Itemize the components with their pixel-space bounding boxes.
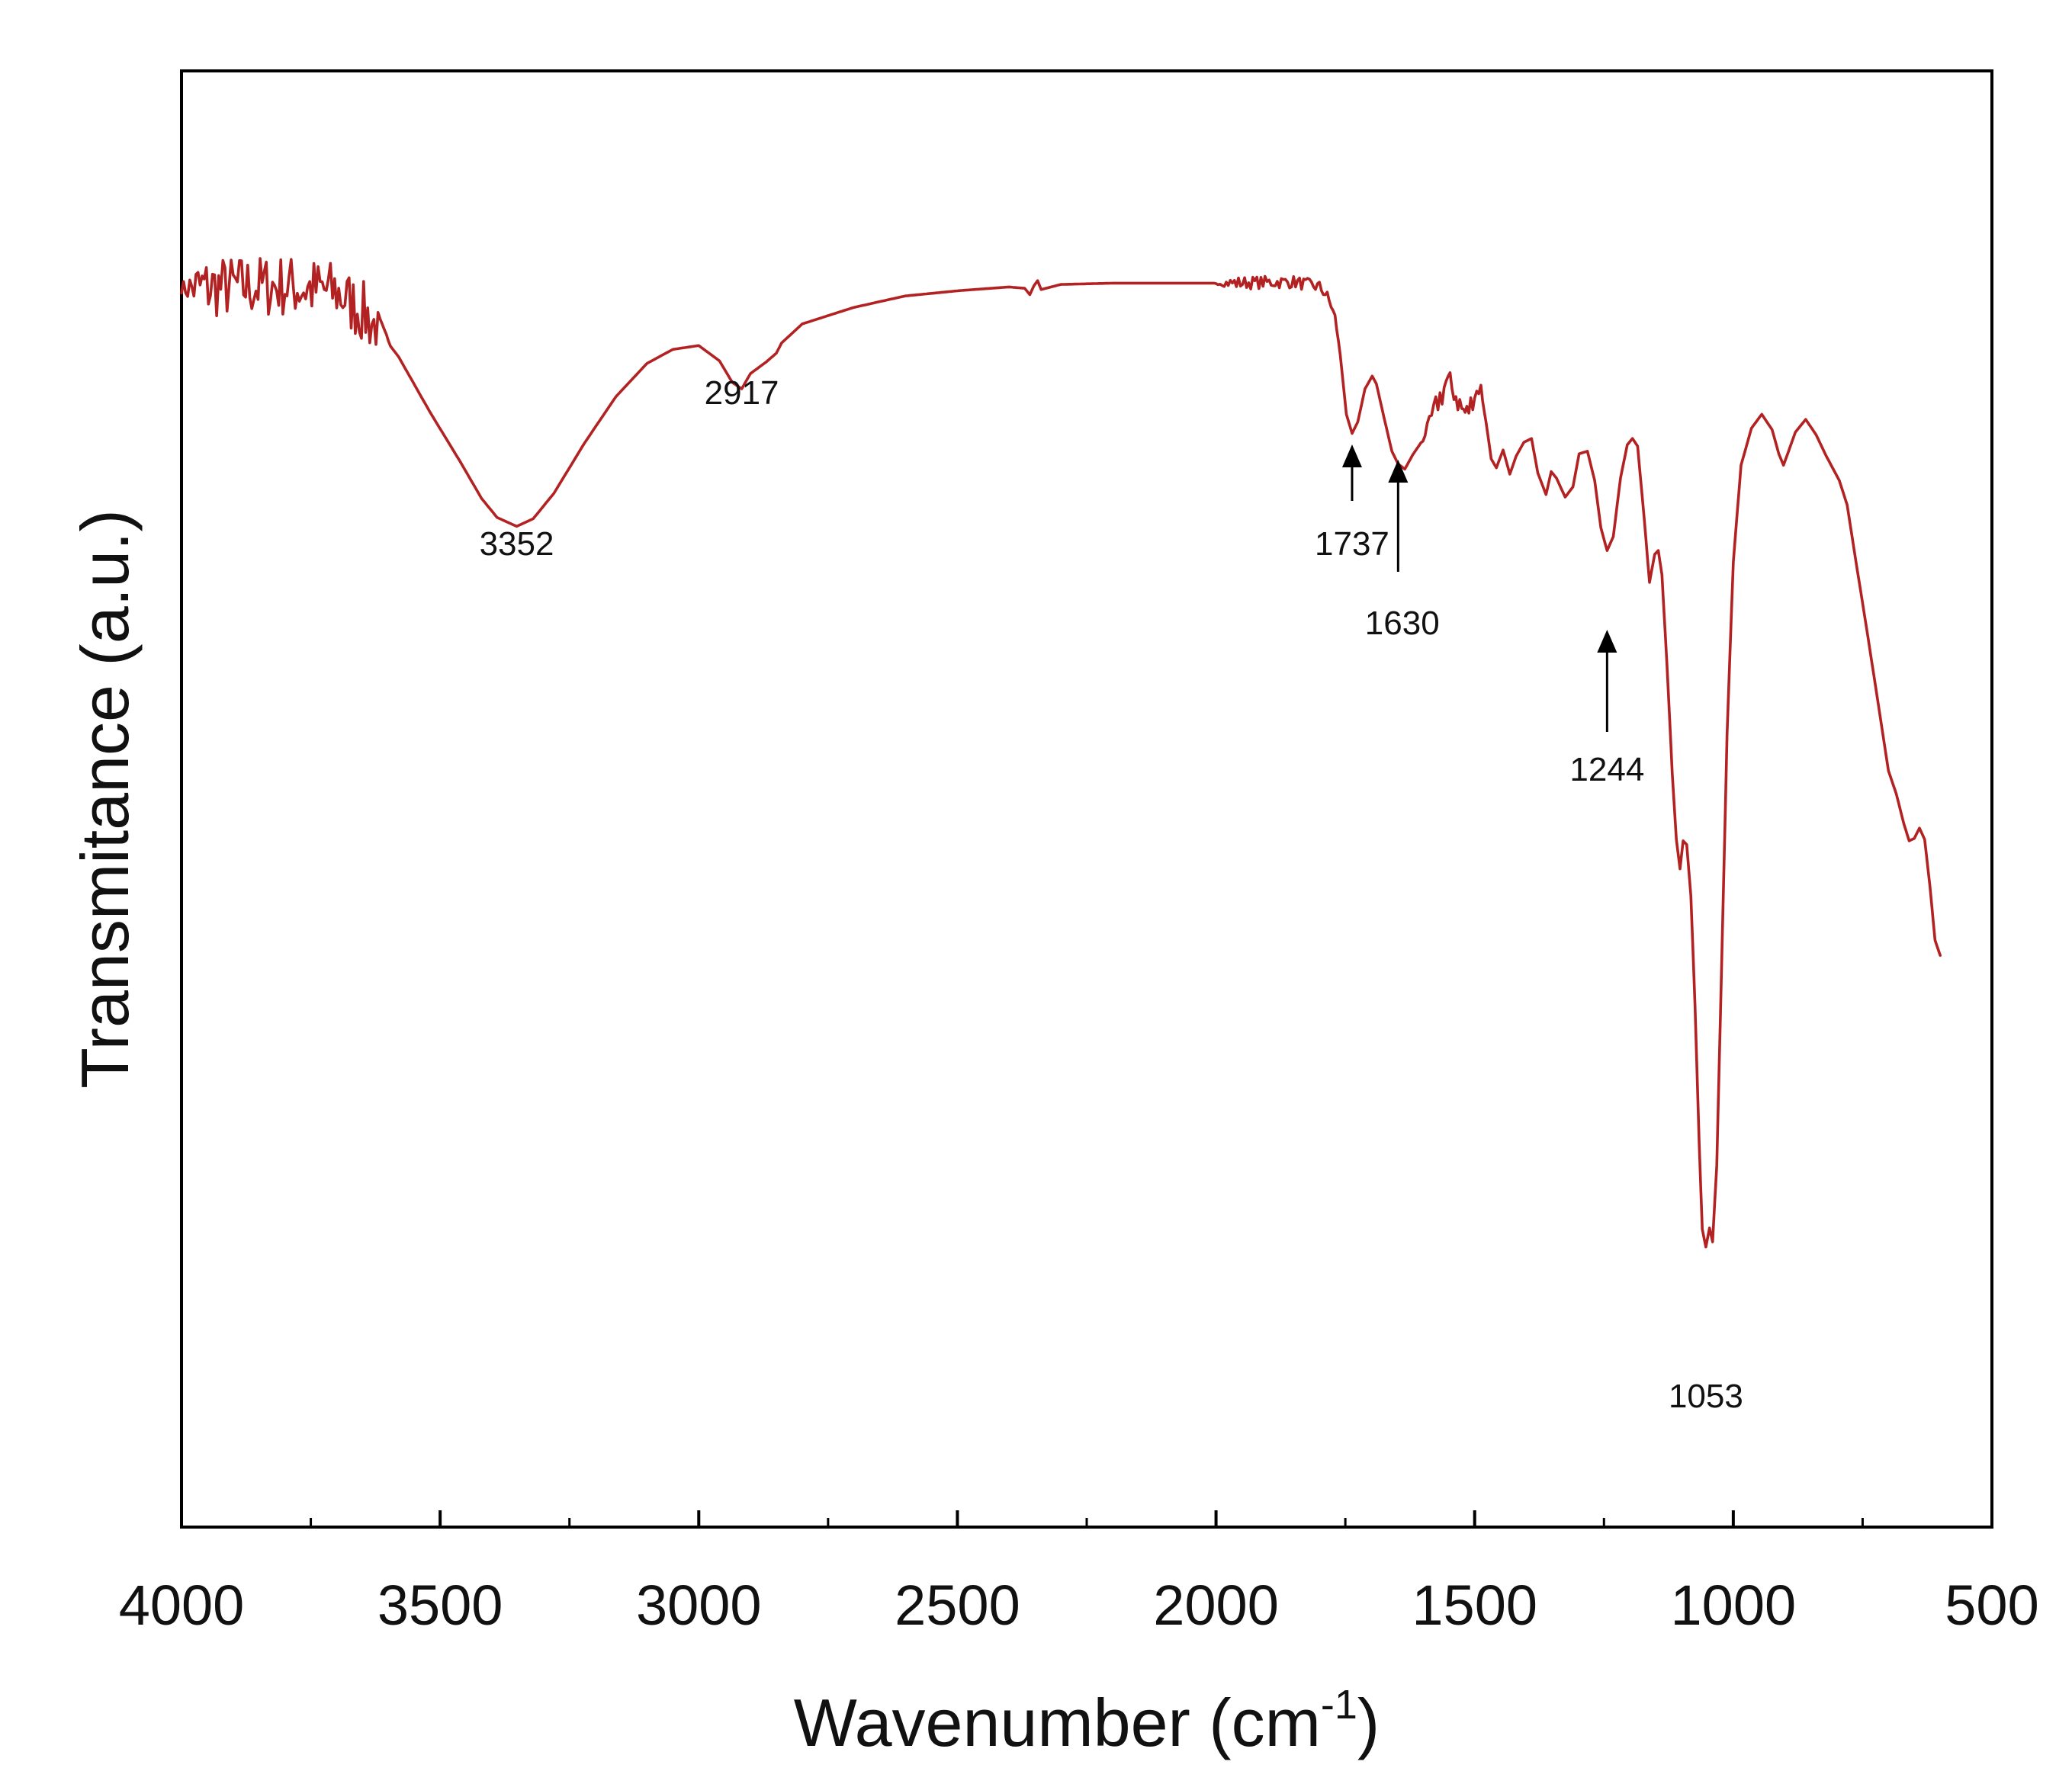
spectrum-line (180, 257, 1942, 1249)
peak-label-3352: 3352 (480, 525, 554, 563)
x-axis-ticks (180, 1510, 1993, 1527)
x-tick-label: 2000 (1153, 1574, 1279, 1637)
peak-label-1053: 1053 (1669, 1378, 1743, 1415)
annotation-arrow-head (1341, 444, 1362, 467)
annotation-arrow-head (1388, 460, 1409, 483)
x-axis-title-close: ) (1357, 1685, 1380, 1760)
x-tick-label: 4000 (119, 1574, 245, 1637)
x-axis-title-main: Wavenumber (cm (794, 1685, 1321, 1760)
x-tick-label: 1000 (1671, 1574, 1797, 1637)
peak-label-1630: 1630 (1365, 605, 1440, 642)
peak-label-1244: 1244 (1569, 751, 1644, 788)
x-tick-label: 1500 (1412, 1574, 1537, 1637)
x-tick-label: 3500 (377, 1574, 503, 1637)
x-axis-tick-labels: 4000 3500 3000 2500 2000 1500 1000 500 (119, 1574, 2039, 1637)
peak-label-1737: 1737 (1315, 525, 1389, 563)
annotation-arrow-head (1597, 630, 1617, 653)
x-axis-title-superscript: -1 (1321, 1682, 1357, 1728)
peak-annotations: 3352 2917 1737 1630 1244 1053 (480, 374, 1743, 1415)
x-tick-label: 2500 (895, 1574, 1020, 1637)
peak-label-2917: 2917 (705, 374, 779, 412)
x-tick-label: 500 (1945, 1574, 2038, 1637)
y-axis-title: Transmitance (a.u.) (67, 509, 143, 1089)
plot-frame (180, 69, 1993, 1529)
x-tick-label: 3000 (636, 1574, 762, 1637)
x-axis-title: Wavenumber (cm-1) (794, 1682, 1380, 1760)
